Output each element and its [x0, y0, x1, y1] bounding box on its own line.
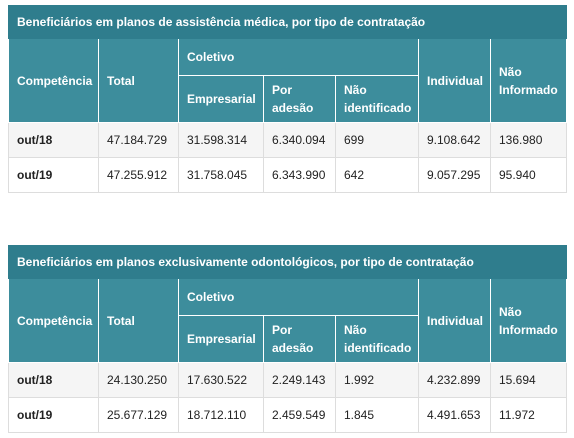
value-cell: 9.108.642	[418, 122, 491, 158]
column-header: Individual	[418, 38, 491, 123]
column-header: Coletivo	[178, 38, 419, 76]
column-header: Não identificado	[335, 75, 419, 123]
value-cell: 4.232.899	[418, 362, 491, 398]
value-cell: 17.630.522	[178, 362, 264, 398]
data-row: out/19 47.255.912 31.758.045 6.343.990 642 9.…	[8, 157, 567, 193]
value-cell: 1.992	[335, 362, 419, 398]
header-row: Empresarial Por adesão Não identificado	[9, 315, 567, 363]
header-text: Por adesão	[272, 83, 314, 115]
data-table: Beneficiários em planos de assistência m…	[8, 5, 567, 193]
header-text: Individual	[427, 73, 484, 88]
data-row: out/18 47.184.729 31.598.314 6.340.094 699 9.…	[8, 122, 567, 158]
title-row: Beneficiários em planos de assistência m…	[8, 5, 567, 39]
value-cell: 1.845	[335, 397, 419, 433]
column-header: Não identificado	[335, 315, 419, 363]
value-cell: 4.491.653	[418, 397, 491, 433]
header-text: Total	[107, 73, 135, 88]
column-header: Competência	[8, 38, 99, 123]
header-row: Competência Total Coletivo Individual Não In…	[8, 38, 567, 123]
column-header: Empresarial	[178, 75, 264, 123]
column-header: Não Informado	[489, 278, 568, 363]
value-cell: 2.459.549	[263, 397, 336, 433]
header-text: Não Informado	[499, 64, 558, 97]
value-cell: 15.694	[489, 362, 568, 398]
data-table: Beneficiários em planos exclusivamente o…	[7, 245, 568, 433]
value-cell: 699	[335, 122, 419, 158]
header-text: Empresarial	[187, 332, 256, 346]
column-header: Total	[98, 278, 179, 363]
value-cell: 9.057.295	[418, 157, 491, 193]
header-text: Não identificado	[344, 83, 412, 115]
table-head: Beneficiários em planos de assistência m…	[8, 5, 567, 123]
header-text: Coletivo	[187, 290, 235, 304]
value-cell: 11.972	[489, 397, 568, 433]
header-text: Competência	[17, 313, 93, 328]
value-cell: 24.130.250	[98, 362, 179, 398]
header-text: Individual	[427, 313, 484, 328]
value-cell: 136.980	[490, 122, 567, 158]
column-header: Empresarial	[178, 315, 264, 363]
header-row: Competência Total Coletivo Individual Não In…	[8, 278, 568, 363]
header-text: Por adesão	[272, 323, 314, 355]
header-text: Competência	[17, 73, 93, 88]
data-row: out/18 24.130.250 17.630.522 2.249.143 1.992…	[8, 362, 568, 398]
header-row: Empresarial Por adesão Não identificado	[9, 75, 567, 123]
header-text: Coletivo	[187, 50, 235, 64]
period-cell: out/19	[8, 157, 99, 193]
period-cell: out/19	[8, 397, 99, 433]
value-cell: 2.249.143	[263, 362, 336, 398]
period-cell: out/18	[8, 122, 99, 158]
value-cell: 31.758.045	[178, 157, 264, 193]
value-cell: 25.677.129	[98, 397, 179, 433]
table-body: out/18 47.184.729 31.598.314 6.340.094 699 9.…	[8, 122, 567, 193]
column-header: Competência	[8, 278, 99, 363]
title-row: Beneficiários em planos exclusivamente o…	[7, 245, 568, 279]
table-body: out/18 24.130.250 17.630.522 2.249.143 1.992…	[8, 362, 568, 433]
value-cell: 31.598.314	[178, 122, 264, 158]
header-text: Não identificado	[344, 323, 412, 355]
period-cell: out/18	[8, 362, 99, 398]
header-text: Total	[107, 313, 135, 328]
column-header: Por adesão	[263, 315, 336, 363]
value-cell: 18.712.110	[178, 397, 264, 433]
header-text: Não Informado	[499, 304, 558, 337]
value-cell: 95.940	[490, 157, 567, 193]
value-cell: 47.184.729	[98, 122, 179, 158]
table-title: Beneficiários em planos de assistência m…	[8, 5, 567, 39]
value-cell: 6.340.094	[263, 122, 336, 158]
table-title: Beneficiários em planos exclusivamente o…	[7, 245, 568, 279]
column-header: Total	[98, 38, 179, 123]
table-head: Beneficiários em planos exclusivamente o…	[7, 245, 568, 363]
value-cell: 642	[335, 157, 419, 193]
column-header: Por adesão	[263, 75, 336, 123]
column-header: Não Informado	[490, 38, 567, 123]
value-cell: 6.343.990	[263, 157, 336, 193]
data-row: out/19 25.677.129 18.712.110 2.459.549 1.845…	[8, 397, 568, 433]
header-text: Empresarial	[187, 92, 256, 106]
column-header: Individual	[418, 278, 491, 363]
column-header: Coletivo	[178, 278, 419, 316]
value-cell: 47.255.912	[98, 157, 179, 193]
